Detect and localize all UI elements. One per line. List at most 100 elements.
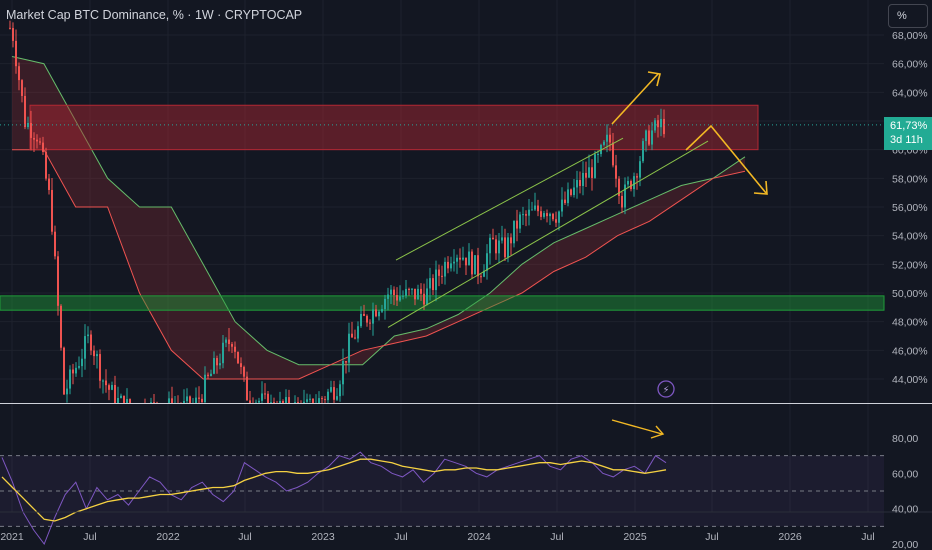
candle-body <box>54 231 56 257</box>
candle-body <box>414 288 416 300</box>
candle-body <box>549 213 551 217</box>
candle-body <box>81 358 83 367</box>
candle-body <box>471 251 473 275</box>
last-price-tag: 61,73% 3d 11h <box>884 117 932 150</box>
bar-countdown: 3d 11h <box>890 134 923 146</box>
candle-body <box>225 339 227 343</box>
candle-body <box>231 344 233 347</box>
candle-body <box>498 240 500 254</box>
candle-body <box>234 346 236 352</box>
rsi-line <box>1 451 667 546</box>
candle-body <box>222 342 224 364</box>
candle-body <box>510 237 512 244</box>
candle-body <box>627 181 629 185</box>
candle-body <box>576 180 578 188</box>
candle-body <box>198 397 200 399</box>
candle-body <box>309 398 311 400</box>
candle-body <box>129 399 131 403</box>
last-price-value: 61,73% <box>890 120 928 132</box>
candle-body <box>657 120 659 128</box>
candle-body <box>372 309 374 324</box>
y-tick-label: 50,00% <box>892 288 928 300</box>
candle-body <box>435 269 437 291</box>
percent-scale-button[interactable]: % <box>888 4 928 28</box>
candle-body <box>18 66 20 81</box>
candle-body <box>612 142 614 166</box>
candle-body <box>513 220 515 244</box>
candle-body <box>348 333 350 363</box>
rsi-tick-label: 40,00 <box>892 504 918 516</box>
candle-body <box>9 27 11 29</box>
candle-body <box>492 237 494 240</box>
candle-body <box>552 213 554 220</box>
y-tick-label: 44,00% <box>892 374 928 386</box>
candle-body <box>432 278 434 291</box>
candle-body <box>264 393 266 395</box>
y-tick-label: 66,00% <box>892 59 928 71</box>
up-arrow-head <box>647 71 661 87</box>
candle-body <box>201 398 203 403</box>
candle-body <box>543 213 545 217</box>
candle-body <box>417 288 419 300</box>
candle-body <box>597 153 599 155</box>
candle-body <box>396 295 398 301</box>
candle-body <box>219 363 221 366</box>
candle-body <box>243 367 245 377</box>
candle-body <box>63 347 65 395</box>
candle-body <box>450 263 452 269</box>
y-tick-label: 56,00% <box>892 202 928 214</box>
candle-body <box>474 255 476 275</box>
candle-body <box>366 315 368 323</box>
candle-body <box>216 358 218 366</box>
x-tick-label: Jul <box>861 531 874 543</box>
candle-body <box>84 336 86 359</box>
candle-body <box>210 373 212 377</box>
candle-body <box>273 402 275 404</box>
candle-body <box>66 388 68 395</box>
candle-body <box>30 122 32 138</box>
candle-body <box>240 363 242 368</box>
candle-body <box>459 257 461 260</box>
ichimoku-cloud <box>11 56 746 380</box>
candle-body <box>660 118 662 128</box>
candle-body <box>87 334 89 337</box>
candle-body <box>633 176 635 190</box>
candle-body <box>258 400 260 403</box>
candle-body <box>78 366 80 368</box>
candle-body <box>477 255 479 277</box>
candle-body <box>546 213 548 217</box>
candle-body <box>21 80 23 96</box>
candle-body <box>123 395 125 403</box>
candle-body <box>603 141 605 145</box>
candle-body <box>462 257 464 260</box>
candle-body <box>441 275 443 277</box>
candle-body <box>618 178 620 196</box>
candle-body <box>327 391 329 401</box>
candle-body <box>564 199 566 204</box>
candle-body <box>72 369 74 374</box>
candle-body <box>57 256 59 306</box>
candle-body <box>561 199 563 212</box>
cloud-span-b <box>12 149 746 380</box>
candle-body <box>528 209 530 216</box>
candle-body <box>555 219 557 223</box>
candle-body <box>447 261 449 269</box>
candle-body <box>363 313 365 316</box>
chart-title: Market Cap BTC Dominance, % · 1W · CRYPT… <box>6 8 303 22</box>
candle-body <box>645 130 647 142</box>
candle-body <box>75 367 77 374</box>
rsi-pane <box>0 419 884 546</box>
candle-body <box>237 351 239 364</box>
candle-body <box>342 361 344 385</box>
event-icon <box>657 380 675 398</box>
candle-body <box>480 276 482 278</box>
candle-body <box>297 402 299 404</box>
candle-body <box>381 309 383 312</box>
rsi-tick-label: 20,00 <box>892 539 918 550</box>
candle-body <box>282 401 284 403</box>
annotations: ⚡ <box>387 71 768 398</box>
candle-body <box>69 369 71 389</box>
candle-body <box>267 393 269 403</box>
candle-body <box>522 214 524 216</box>
candle-body <box>465 257 467 266</box>
